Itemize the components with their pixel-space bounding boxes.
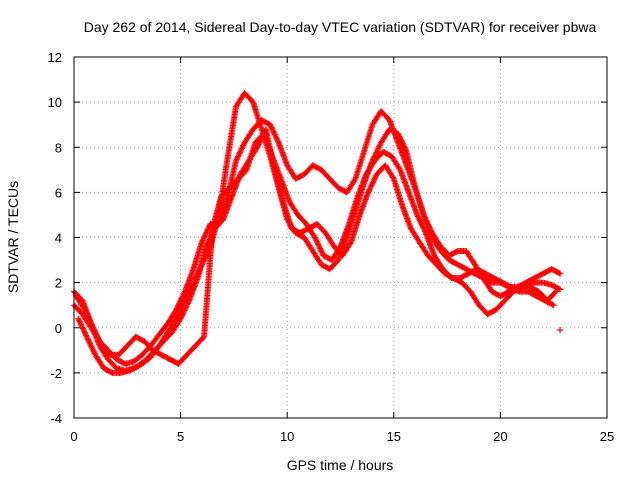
chart-title: Day 262 of 2014, Sidereal Day-to-day VTE… [84,19,597,35]
data-point [95,335,102,342]
x-tick-label: 5 [177,429,184,444]
y-tick-label: -4 [50,411,62,426]
series-4 [73,130,557,367]
x-axis-label: GPS time / hours [287,457,394,473]
data-point [557,327,564,333]
data-point [453,248,460,255]
data-point [204,240,211,247]
y-tick-label: -2 [50,366,62,381]
data-point [549,301,556,308]
data-point [90,324,97,331]
x-tick-label: 0 [70,429,77,444]
y-tick-label: 10 [48,95,62,110]
data-point [552,288,559,295]
x-tick-label: 20 [493,429,507,444]
y-tick-label: 0 [55,321,62,336]
y-axis-label: SDTVAR / TECUs [5,181,21,293]
data-point [269,125,276,132]
plot-frame [73,56,608,419]
data-point [557,286,564,293]
y-tick-label: 4 [55,231,62,246]
data-point [236,150,243,157]
x-tick-label: 10 [280,429,294,444]
data-point [555,285,562,292]
data-points [71,90,564,376]
x-tick-label: 15 [387,429,401,444]
data-point [79,324,86,331]
data-point [551,289,558,296]
grid [74,57,607,418]
series-5 [557,327,564,333]
y-tick-label: 6 [55,185,62,200]
axis-ticks: 0 5 10 15 20 25 -4 -2 0 2 4 6 8 10 12 [48,50,615,444]
x-tick-label: 25 [600,429,614,444]
data-point [178,312,185,319]
y-tick-label: 12 [48,50,62,65]
data-point [550,302,557,309]
data-point [108,369,115,376]
y-tick-label: 8 [55,140,62,155]
data-point [200,334,206,341]
y-tick-label: 2 [55,276,62,291]
data-point [557,270,564,277]
data-point [85,336,92,343]
